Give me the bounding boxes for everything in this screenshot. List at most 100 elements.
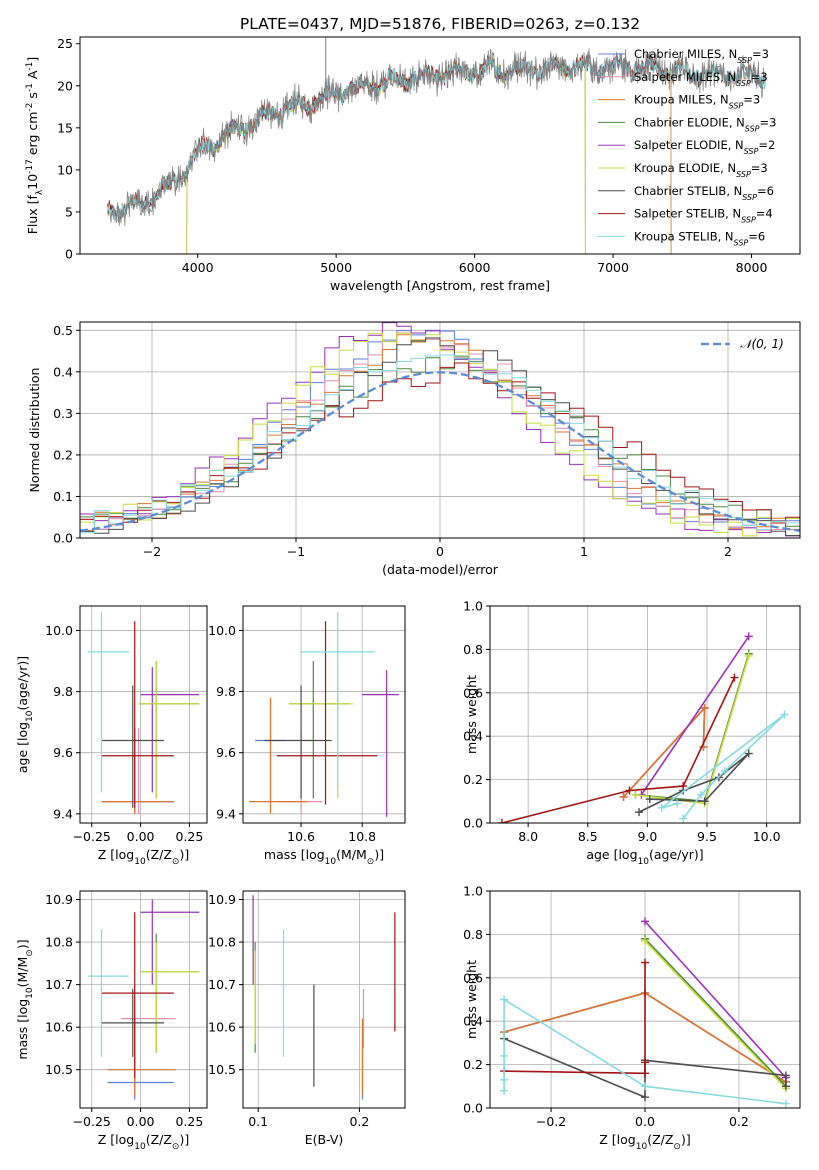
- y-tick-label: 1.0: [463, 599, 483, 614]
- mass-weight-marker: [697, 790, 706, 799]
- mass-weight-marker: [744, 651, 753, 660]
- x-tick-label: 0.2: [349, 1114, 369, 1129]
- y-axis-label: Normed distribution: [27, 368, 42, 493]
- y-tick-label: 10.0: [45, 623, 73, 638]
- x-tick-label: 0.25: [175, 829, 203, 844]
- mass-weight-marker: [500, 1051, 509, 1060]
- y-tick-label: 9.8: [216, 684, 236, 699]
- axes-massweight_vs_Z: −0.2 0.0 0.2 0.0 0.2 0.4 0.6 0.8 1.0 Z [log10(Z/Z…: [463, 884, 801, 1152]
- mass-weight-marker: [781, 1082, 790, 1091]
- y-tick-label: 9.4: [53, 806, 73, 821]
- y-axis-label: mass weight: [464, 675, 479, 754]
- x-tick-label: 10.6: [287, 829, 315, 844]
- y-tick-label: 0.6: [463, 685, 483, 700]
- y-tick-label: 0.4: [463, 1014, 483, 1029]
- y-axis-label: age [log10(age/yr)]: [15, 656, 35, 773]
- axes-age_vs_Z: −0.25 0.00 0.25 9.4 9.6 9.8 10.0 Z [log10(Z/Z⊙)…: [15, 605, 208, 867]
- mass-weight-marker: [641, 1058, 649, 1067]
- y-tick-label: 0.0: [463, 1101, 483, 1116]
- x-axis-label: (data-model)/error: [382, 562, 499, 577]
- y-tick-label: 0: [65, 247, 73, 262]
- legend-label: Kroupa MILES, NSSP=3: [634, 93, 760, 111]
- y-axis-label: mass [log10(M/M⊙)]: [15, 939, 35, 1059]
- x-axis-label: Z [log10(Z/Z⊙)]: [98, 1132, 189, 1152]
- axes-residuals: −2 −1 0 1 2 0.0 0.1 0.2 0.3 0.4 0.5 (data-model)/er…: [27, 321, 801, 577]
- axes-frame: [79, 36, 801, 255]
- x-tick-label: −0.25: [73, 829, 111, 844]
- mass-weight-marker: [500, 1075, 509, 1084]
- y-tick-label: 0.5: [53, 323, 73, 338]
- x-tick-label: 6000: [459, 260, 491, 275]
- mass-weight-marker: [641, 958, 649, 967]
- mass-weight-marker: [641, 1082, 649, 1091]
- x-tick-label: 2: [724, 544, 732, 559]
- model-spectrum-line: [107, 55, 672, 254]
- legend-label: Chabrier STELIB, NSSP=6: [634, 184, 774, 202]
- x-axis-label: Z [log10(Z/Z⊙)]: [98, 847, 189, 867]
- plots-container: 4000 5000 6000 7000 80000510152025wavelength…: [15, 36, 801, 1152]
- y-tick-label: 10.8: [45, 935, 73, 950]
- axes-mass_vs_EBV: 0.1 0.2 10.5 10.6 10.7 10.8 10.9 E(B-V): [208, 890, 406, 1147]
- residual-histogram: [80, 355, 800, 527]
- x-tick-label: 5000: [320, 260, 352, 275]
- y-tick-label: 0.2: [463, 1057, 483, 1072]
- axes-spectrum: 4000 5000 6000 7000 8000 0 5 10 15 20 25 wavelength…: [25, 36, 801, 293]
- y-tick-label: 10.7: [45, 977, 73, 992]
- spectrum-legend: Chabrier MILES, NSSP=3 Salpeter MILES, NS…: [598, 47, 776, 247]
- y-tick-label: 0.4: [53, 364, 73, 379]
- axes-frame: [489, 605, 801, 824]
- y-tick-label: 10.8: [208, 935, 236, 950]
- mass-weight-marker: [700, 703, 709, 712]
- mass-weight-line: [644, 938, 787, 1087]
- model-spectrum-line: [107, 53, 766, 222]
- plot-area-age_vs_Z: [87, 612, 200, 814]
- mass-weight-marker: [730, 673, 739, 682]
- mass-weight-line: [644, 940, 787, 1090]
- x-tick-label: 7000: [597, 260, 629, 275]
- mass-weight-marker: [635, 808, 644, 817]
- residual-histogram: [80, 362, 800, 524]
- mass-weight-marker: [744, 632, 753, 641]
- y-tick-label: 9.8: [53, 684, 73, 699]
- mass-weight-marker: [781, 1099, 790, 1108]
- legend-label: 𝒩(0, 1): [740, 337, 784, 351]
- axes-frame: [79, 890, 208, 1109]
- residual-histogram: [80, 354, 800, 534]
- axes-massweight_vs_age: 8.0 8.5 9.0 9.5 10.0 0.0 0.2 0.4 0.6 0.8 1.0 age [l…: [463, 599, 801, 867]
- x-axis-label: E(B-V): [305, 1132, 344, 1147]
- plot-area-age_vs_mass: [249, 612, 399, 817]
- mass-weight-marker: [645, 795, 654, 804]
- legend-label: Kroupa ELODIE, NSSP=3: [634, 161, 768, 179]
- y-tick-label: 9.4: [216, 806, 236, 821]
- x-tick-label: 0: [436, 544, 444, 559]
- x-tick-label: 8.5: [578, 829, 598, 844]
- mass-weight-marker: [497, 819, 506, 823]
- x-axis-label: age [log10(age/yr)]: [586, 847, 703, 867]
- mass-weight-line: [640, 635, 750, 796]
- mass-weight-marker: [641, 1093, 649, 1102]
- mass-weight-line: [504, 962, 646, 1075]
- mass-weight-marker: [641, 1069, 649, 1078]
- y-tick-label: 0.4: [463, 729, 483, 744]
- y-tick-label: 9.6: [53, 745, 73, 760]
- y-axis-label: mass weight: [464, 960, 479, 1039]
- y-tick-label: 0.3: [53, 406, 73, 421]
- figure-title: PLATE=0437, MJD=51876, FIBERID=0263, z=0…: [240, 15, 640, 33]
- mass-weight-marker: [780, 710, 789, 719]
- legend-label: Chabrier ELODIE, NSSP=3: [634, 115, 776, 132]
- mass-weight-marker: [500, 1086, 509, 1095]
- y-tick-label: 25: [57, 36, 73, 51]
- x-tick-label: 8.0: [518, 829, 538, 844]
- y-tick-label: 0.1: [53, 489, 73, 504]
- x-tick-label: 8000: [736, 260, 768, 275]
- x-tick-label: 0.1: [248, 1114, 268, 1129]
- mass-weight-marker: [641, 936, 649, 945]
- x-tick-label: 0.2: [729, 1114, 749, 1129]
- y-tick-label: 1.0: [463, 884, 483, 899]
- y-tick-label: 10: [57, 162, 73, 177]
- x-tick-label: 0.0: [635, 1114, 655, 1129]
- mass-weight-marker: [641, 917, 649, 926]
- plot-area-residuals: [80, 322, 800, 537]
- axes-age_vs_mass: 10.6 10.8 9.4 9.6 9.8 10.0 mass [log10(M/M⊙)]: [208, 605, 406, 867]
- mass-weight-marker: [673, 799, 682, 808]
